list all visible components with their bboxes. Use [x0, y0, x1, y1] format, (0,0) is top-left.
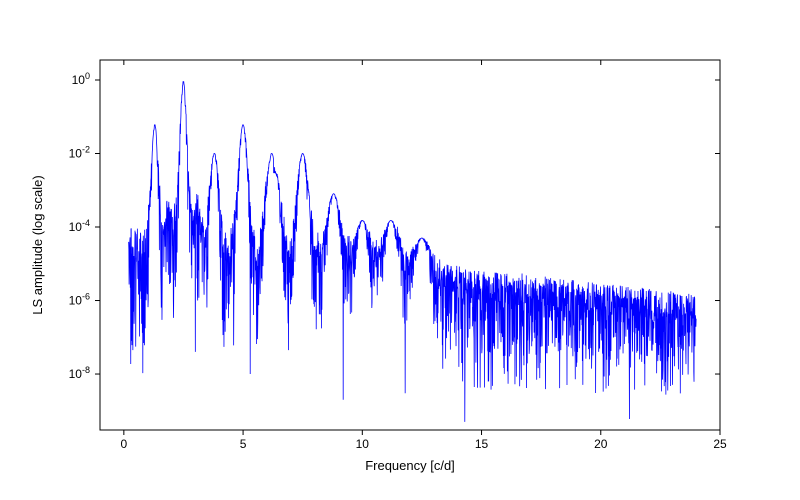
- xtick-label: 5: [240, 437, 247, 451]
- ytick-label: 10-4: [69, 218, 90, 234]
- chart-svg: 0 5 10 15 20 25 10-8 10-6 10-4 10-2 100 Frequency […: [0, 0, 800, 500]
- ytick-label: 100: [72, 71, 90, 87]
- xtick-label: 0: [121, 437, 128, 451]
- ytick-label: 10-2: [69, 145, 90, 161]
- ytick-label: 10-8: [69, 365, 90, 381]
- xtick-label: 15: [475, 437, 489, 451]
- periodogram-chart: 0 5 10 15 20 25 10-8 10-6 10-4 10-2 100 Frequency […: [0, 0, 800, 500]
- plot-border: [100, 60, 720, 430]
- x-axis-label: Frequency [c/d]: [365, 458, 455, 473]
- xtick-label: 20: [594, 437, 608, 451]
- spectrum-line: [129, 82, 697, 422]
- y-axis-label: LS amplitude (log scale): [30, 175, 45, 314]
- xtick-label: 10: [356, 437, 370, 451]
- xtick-label: 25: [713, 437, 727, 451]
- ytick-label: 10-6: [69, 292, 90, 308]
